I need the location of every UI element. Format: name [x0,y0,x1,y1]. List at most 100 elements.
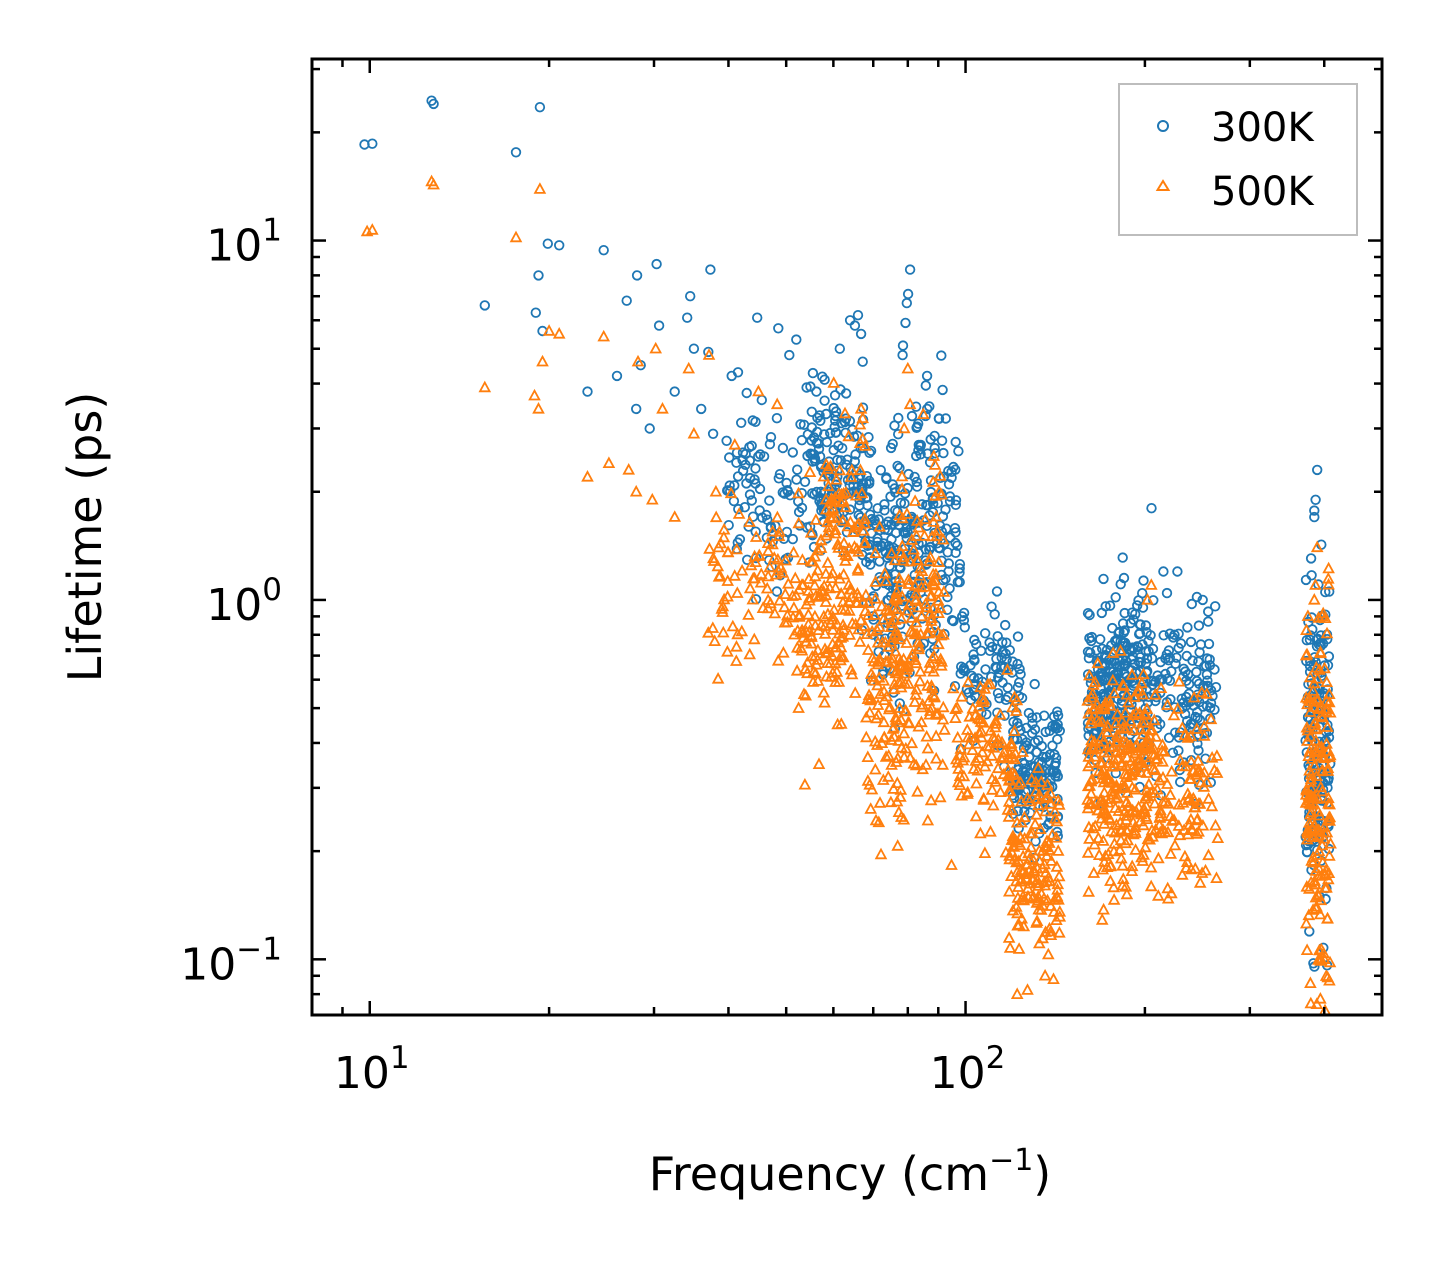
data-point-500k [1002,810,1016,822]
data-point-500k [1001,763,1015,775]
data-point-500k [933,790,947,803]
data-point-500k [1088,837,1101,850]
data-point-500k [1048,812,1062,824]
data-point-500k [766,524,779,537]
data-point-500k [1097,735,1110,747]
data-point-500k [974,715,988,727]
data-point-300k [900,317,911,329]
data-point-500k [1153,810,1167,822]
data-point-300k [879,505,890,516]
data-point-300k [734,534,746,545]
data-point-300k [631,270,643,281]
data-point-500k [1320,881,1333,893]
data-point-500k [920,729,934,742]
data-point-500k [731,627,744,640]
data-point-500k [1008,690,1021,703]
data-point-300k [1187,655,1198,666]
data-point-500k [1313,907,1327,920]
data-point-500k [796,631,810,643]
data-point-500k [1148,688,1162,700]
data-point-500k [716,625,730,638]
data-point-300k [749,474,760,485]
data-point-500k [1011,906,1024,919]
data-point-500k [887,782,900,794]
data-point-500k [1139,799,1153,812]
data-point-500k [955,690,969,702]
data-point-500k [728,569,742,581]
data-point-500k [779,553,792,566]
data-point-500k [769,567,783,580]
data-point-300k [1311,641,1323,652]
data-point-500k [1303,797,1317,809]
data-point-300k [942,547,953,558]
data-point-500k [879,750,893,762]
data-point-500k [1002,931,1016,943]
data-point-300k [966,670,977,682]
data-point-500k [853,635,867,647]
data-point-500k [1091,656,1105,669]
data-point-500k [824,495,838,507]
data-point-500k [1041,947,1055,960]
data-point-500k [907,757,921,769]
data-point-500k [730,586,744,598]
data-point-500k [843,628,857,640]
data-point-500k [709,484,723,497]
data-point-300k [782,486,794,497]
data-point-300k [953,446,964,457]
data-point-500k [790,664,804,676]
data-point-300k [809,453,821,464]
data-point-300k [1082,608,1094,619]
data-point-300k [1173,732,1185,743]
data-point-500k [711,672,725,684]
data-point-500k [974,826,987,839]
data-point-500k [993,708,1007,720]
data-point-500k [1113,843,1127,855]
data-point-500k [645,492,659,505]
data-point-300k [1100,601,1111,612]
data-point-500k [879,574,893,586]
data-point-500k [1050,860,1064,872]
data-point-500k [1303,763,1316,776]
data-point-500k [903,554,917,567]
data-point-300k [1116,698,1127,710]
data-point-500k [853,417,867,430]
data-point-500k [830,472,843,485]
data-point-500k [1322,695,1336,708]
data-point-500k [812,623,825,635]
data-point-500k [1210,766,1224,778]
data-point-500k [908,494,922,506]
data-point-500k [1095,756,1109,769]
data-point-500k [898,659,912,672]
data-point-500k [536,354,549,367]
legend-frame [1118,83,1358,236]
data-point-500k [770,397,784,410]
data-point-500k [848,686,862,698]
data-point-500k [913,674,927,687]
data-point-500k [954,742,968,754]
data-point-500k [1321,572,1335,584]
data-point-500k [1092,764,1106,777]
data-point-300k [821,408,832,420]
points-layer [359,95,1337,1016]
data-point-500k [1082,885,1096,897]
data-point-300k [1158,566,1169,577]
data-point-500k [1305,815,1319,828]
data-point-500k [1305,752,1319,764]
data-point-500k [792,609,806,621]
data-point-300k [1052,771,1064,782]
data-point-500k [1175,868,1189,880]
data-point-500k [717,530,731,543]
data-point-500k [1315,784,1329,797]
data-point-500k [768,606,782,619]
data-point-300k [876,541,887,552]
data-point-500k [1313,739,1326,752]
data-point-500k [1322,687,1336,699]
data-point-500k [1011,918,1024,931]
data-point-500k [1114,781,1128,793]
data-point-500k [1088,675,1102,688]
data-point-300k [554,240,565,251]
data-point-500k [631,354,645,367]
data-point-300k [1163,732,1175,744]
data-point-500k [885,758,898,770]
data-point-500k [1311,671,1324,684]
